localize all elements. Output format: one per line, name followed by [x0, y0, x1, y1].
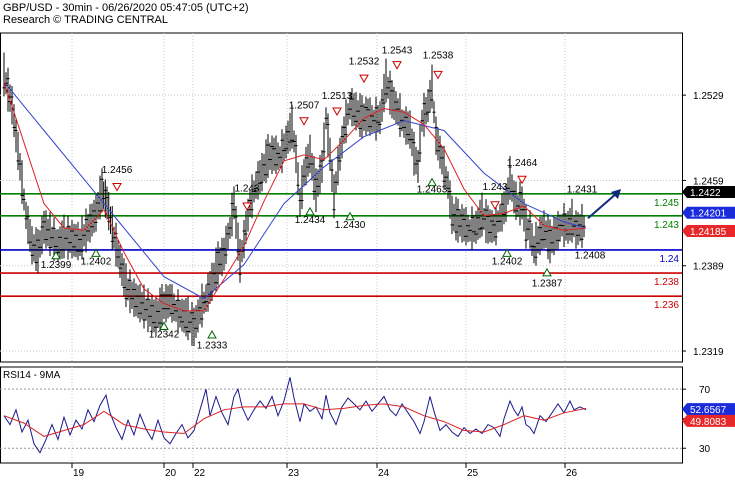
price-annotation: 1.2507 [289, 101, 320, 112]
rsi-panel-frame [0, 366, 683, 464]
chart-subtitle: Research © TRADING CENTRAL [3, 14, 168, 26]
level-label: 1.236 [654, 300, 679, 311]
price-annotation: 1.2543 [382, 46, 413, 57]
x-tick-label: 25 [467, 468, 479, 479]
price-annotation: 1.243 [234, 183, 259, 194]
support-marker-icon [427, 177, 437, 187]
support-marker-icon [542, 267, 552, 277]
level-label: 1.243 [654, 220, 679, 231]
price-tag [682, 206, 735, 219]
rsi-panel-title: RSI14 - 9MA [3, 370, 61, 381]
chart-title: GBP/USD - 30min - 06/26/2020 05:47:05 (U… [3, 2, 249, 14]
price-annotation: 1.243 [482, 182, 507, 193]
forecast-arrow-shaft [587, 192, 618, 219]
price-annotation: 1.2387 [532, 278, 563, 289]
level-label: 1.24 [660, 254, 680, 265]
price-panel-frame [0, 32, 683, 363]
x-tick-label: 26 [566, 468, 578, 479]
price-annotation: 1.2402 [492, 257, 523, 268]
resistance-marker-icon [359, 74, 369, 84]
price-annotation: 1.2463 [417, 185, 448, 196]
price-tick-label: 1.2319 [693, 347, 724, 358]
x-tick-label: 20 [165, 468, 177, 479]
price-annotation: 1.2402 [81, 257, 112, 268]
support-marker-icon [345, 211, 355, 221]
support-marker-icon [207, 329, 217, 339]
price-annotation: 1.2538 [423, 51, 454, 62]
price-annotation: 1.2431 [567, 185, 598, 196]
price-annotation: 1.2532 [349, 57, 380, 68]
rsi-tag-label: 52.6567 [690, 405, 727, 416]
price-tag-label: 1.24185 [690, 227, 727, 238]
price-annotation: 1.2456 [102, 165, 133, 176]
support-marker-icon [159, 321, 169, 330]
resistance-marker-icon [433, 70, 443, 80]
rsi-tag-label: 49.8083 [690, 417, 727, 428]
x-tick-label: 22 [194, 468, 206, 479]
support-marker-icon [502, 248, 512, 257]
resistance-marker-icon [332, 107, 342, 116]
price-annotation: 1.2333 [197, 341, 228, 352]
price-tick-label: 1.2459 [693, 176, 724, 187]
rsi-tick-label: 30 [699, 444, 711, 455]
support-marker-icon [305, 206, 315, 216]
support-marker-icon [51, 250, 61, 260]
x-tick-label: 19 [73, 468, 85, 479]
rsi-line [3, 377, 587, 454]
price-tick-label: 1.2529 [693, 91, 724, 102]
price-tag [682, 186, 735, 199]
price-tag-label: 1.2422 [690, 188, 721, 199]
level-label: 1.238 [654, 277, 679, 288]
support-marker-icon [91, 248, 101, 257]
resistance-marker-icon [299, 117, 309, 126]
x-tick-label: 23 [288, 468, 300, 479]
rsi-tick-label: 70 [699, 385, 711, 396]
resistance-marker-icon [490, 201, 500, 210]
resistance-marker-icon [517, 175, 527, 185]
slow-ma-line [3, 81, 587, 300]
resistance-marker-icon [242, 202, 252, 212]
rsi-tag [682, 414, 735, 427]
price-tag-label: 1.24201 [690, 209, 727, 220]
level-label: 1.245 [654, 198, 679, 209]
price-annotation: 1.2464 [507, 158, 538, 169]
price-tick-label: 1.2389 [693, 262, 724, 273]
rsi-ma-line [3, 403, 587, 437]
price-annotation: 1.2434 [295, 215, 326, 226]
fast-ma-line [3, 81, 587, 312]
price-annotation: 1.2513 [322, 91, 353, 102]
price-annotation: 1.2408 [575, 250, 606, 261]
resistance-marker-icon [392, 61, 402, 70]
rsi-tag [682, 403, 735, 416]
price-annotation: 1.2342 [149, 330, 180, 341]
price-annotation: 1.2430 [335, 220, 366, 231]
forecast-arrow-head-icon [611, 188, 621, 199]
resistance-marker-icon [112, 183, 122, 192]
price-annotation: 1.2399 [41, 260, 72, 271]
x-tick-label: 24 [378, 468, 390, 479]
price-tag [682, 225, 735, 238]
